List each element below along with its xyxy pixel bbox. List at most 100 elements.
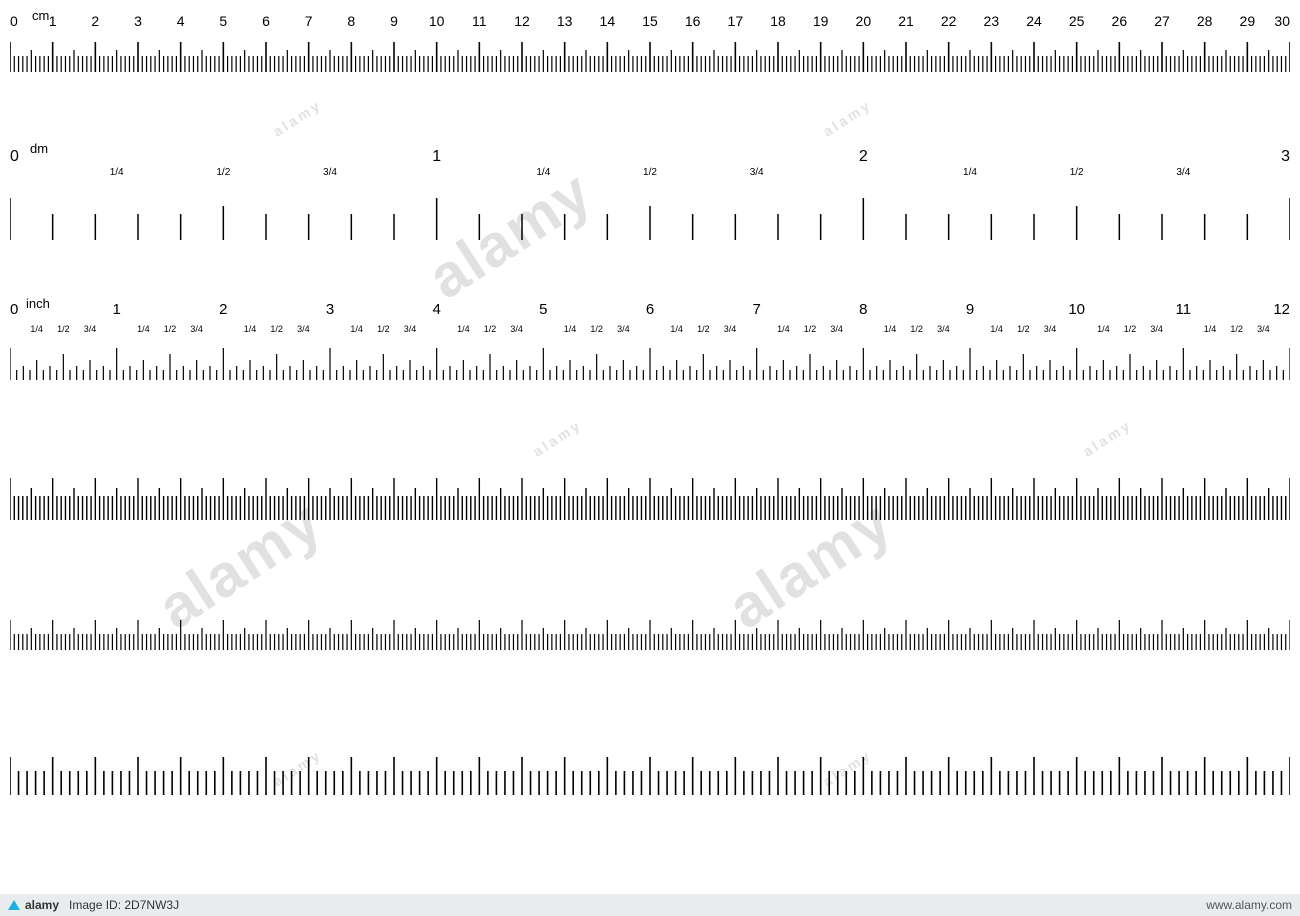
svg-text:1/2: 1/2 [1070,167,1084,178]
svg-text:3/4: 3/4 [750,167,764,178]
footer-url: www.alamy.com [1206,898,1292,912]
svg-text:16: 16 [685,13,701,29]
svg-text:7: 7 [305,13,313,29]
svg-text:3/4: 3/4 [297,324,310,334]
svg-text:3/4: 3/4 [1257,324,1270,334]
svg-text:18: 18 [770,13,786,29]
svg-text:1/2: 1/2 [910,324,923,334]
svg-text:1/4: 1/4 [1204,324,1217,334]
svg-text:3/4: 3/4 [84,324,97,334]
unit-label-cm: cm [32,8,49,23]
ruler-inch: inch 01/41/23/411/41/23/421/41/23/431/41… [10,300,1290,380]
svg-text:10: 10 [1068,301,1085,318]
svg-text:9: 9 [966,301,974,318]
unit-label-dm: dm [30,141,48,156]
alamy-logo-icon [8,900,20,910]
svg-text:15: 15 [642,13,658,29]
svg-text:1/4: 1/4 [564,324,577,334]
svg-text:1/2: 1/2 [377,324,390,334]
svg-text:6: 6 [646,301,654,318]
footer-logo: alamy Image ID: 2D7NW3J [8,898,179,912]
svg-text:14: 14 [600,13,616,29]
svg-text:3: 3 [326,301,334,318]
watermark-sub: alamy [530,416,585,459]
svg-text:1/2: 1/2 [1124,324,1137,334]
svg-text:1/4: 1/4 [110,167,124,178]
svg-text:7: 7 [752,301,760,318]
svg-text:3/4: 3/4 [724,324,737,334]
svg-text:21: 21 [898,13,914,29]
svg-text:1/4: 1/4 [1097,324,1110,334]
svg-text:2: 2 [859,148,868,165]
svg-text:1: 1 [49,13,57,29]
svg-text:1/2: 1/2 [804,324,817,334]
svg-text:1/4: 1/4 [884,324,897,334]
svg-text:4: 4 [177,13,185,29]
svg-text:30: 30 [1274,13,1290,29]
watermark-sub: alamy [820,96,875,139]
ruler-plain-c [10,740,1290,795]
svg-text:24: 24 [1026,13,1042,29]
svg-text:9: 9 [390,13,398,29]
svg-text:1/4: 1/4 [30,324,43,334]
svg-text:3/4: 3/4 [1044,324,1057,334]
footer-image-id: Image ID: 2D7NW3J [69,898,179,912]
svg-text:1/2: 1/2 [216,167,230,178]
svg-text:4: 4 [432,301,440,318]
svg-text:1/2: 1/2 [1230,324,1243,334]
svg-text:1/4: 1/4 [670,324,683,334]
svg-text:28: 28 [1197,13,1213,29]
svg-text:2: 2 [219,301,227,318]
footer-brand-text: alamy [25,898,59,912]
svg-text:1/4: 1/4 [777,324,790,334]
svg-text:29: 29 [1240,13,1256,29]
svg-text:1/2: 1/2 [590,324,603,334]
svg-text:17: 17 [728,13,744,29]
svg-text:3/4: 3/4 [510,324,523,334]
svg-text:1/4: 1/4 [350,324,363,334]
svg-text:1/4: 1/4 [457,324,470,334]
svg-text:3/4: 3/4 [323,167,337,178]
svg-text:27: 27 [1154,13,1170,29]
svg-text:3: 3 [1281,148,1290,165]
svg-text:1/2: 1/2 [164,324,177,334]
svg-text:3/4: 3/4 [404,324,417,334]
svg-text:3/4: 3/4 [190,324,203,334]
svg-text:1/2: 1/2 [697,324,710,334]
svg-text:3/4: 3/4 [617,324,630,334]
svg-text:11: 11 [472,13,487,29]
svg-text:1/4: 1/4 [536,167,550,178]
svg-text:5: 5 [539,301,547,318]
svg-text:1/2: 1/2 [57,324,70,334]
svg-text:12: 12 [1273,301,1290,318]
svg-text:11: 11 [1176,301,1192,318]
ruler-plain-b [10,600,1290,650]
svg-text:8: 8 [859,301,867,318]
svg-text:25: 25 [1069,13,1085,29]
svg-text:3/4: 3/4 [830,324,843,334]
svg-text:10: 10 [429,13,445,29]
svg-text:1/4: 1/4 [990,324,1003,334]
svg-text:5: 5 [219,13,227,29]
ruler-plain-a [10,460,1290,520]
svg-text:20: 20 [856,13,872,29]
svg-text:1/2: 1/2 [1017,324,1030,334]
svg-text:0: 0 [10,148,19,165]
watermark-sub: alamy [1080,416,1135,459]
svg-text:3/4: 3/4 [937,324,950,334]
ruler-dm: dm 01/41/23/411/41/23/421/41/23/43 [10,145,1290,240]
svg-text:6: 6 [262,13,270,29]
svg-text:12: 12 [514,13,530,29]
svg-text:1/4: 1/4 [963,167,977,178]
ruler-cm: cm 0123456789101112131415161718192021222… [10,12,1290,72]
svg-text:13: 13 [557,13,573,29]
svg-text:1: 1 [112,301,120,318]
svg-text:3/4: 3/4 [1150,324,1163,334]
svg-text:1/4: 1/4 [244,324,257,334]
svg-text:2: 2 [91,13,99,29]
svg-text:3: 3 [134,13,142,29]
svg-text:0: 0 [10,301,18,318]
unit-label-inch: inch [26,296,50,311]
watermark-sub: alamy [270,96,325,139]
svg-text:1/2: 1/2 [484,324,497,334]
